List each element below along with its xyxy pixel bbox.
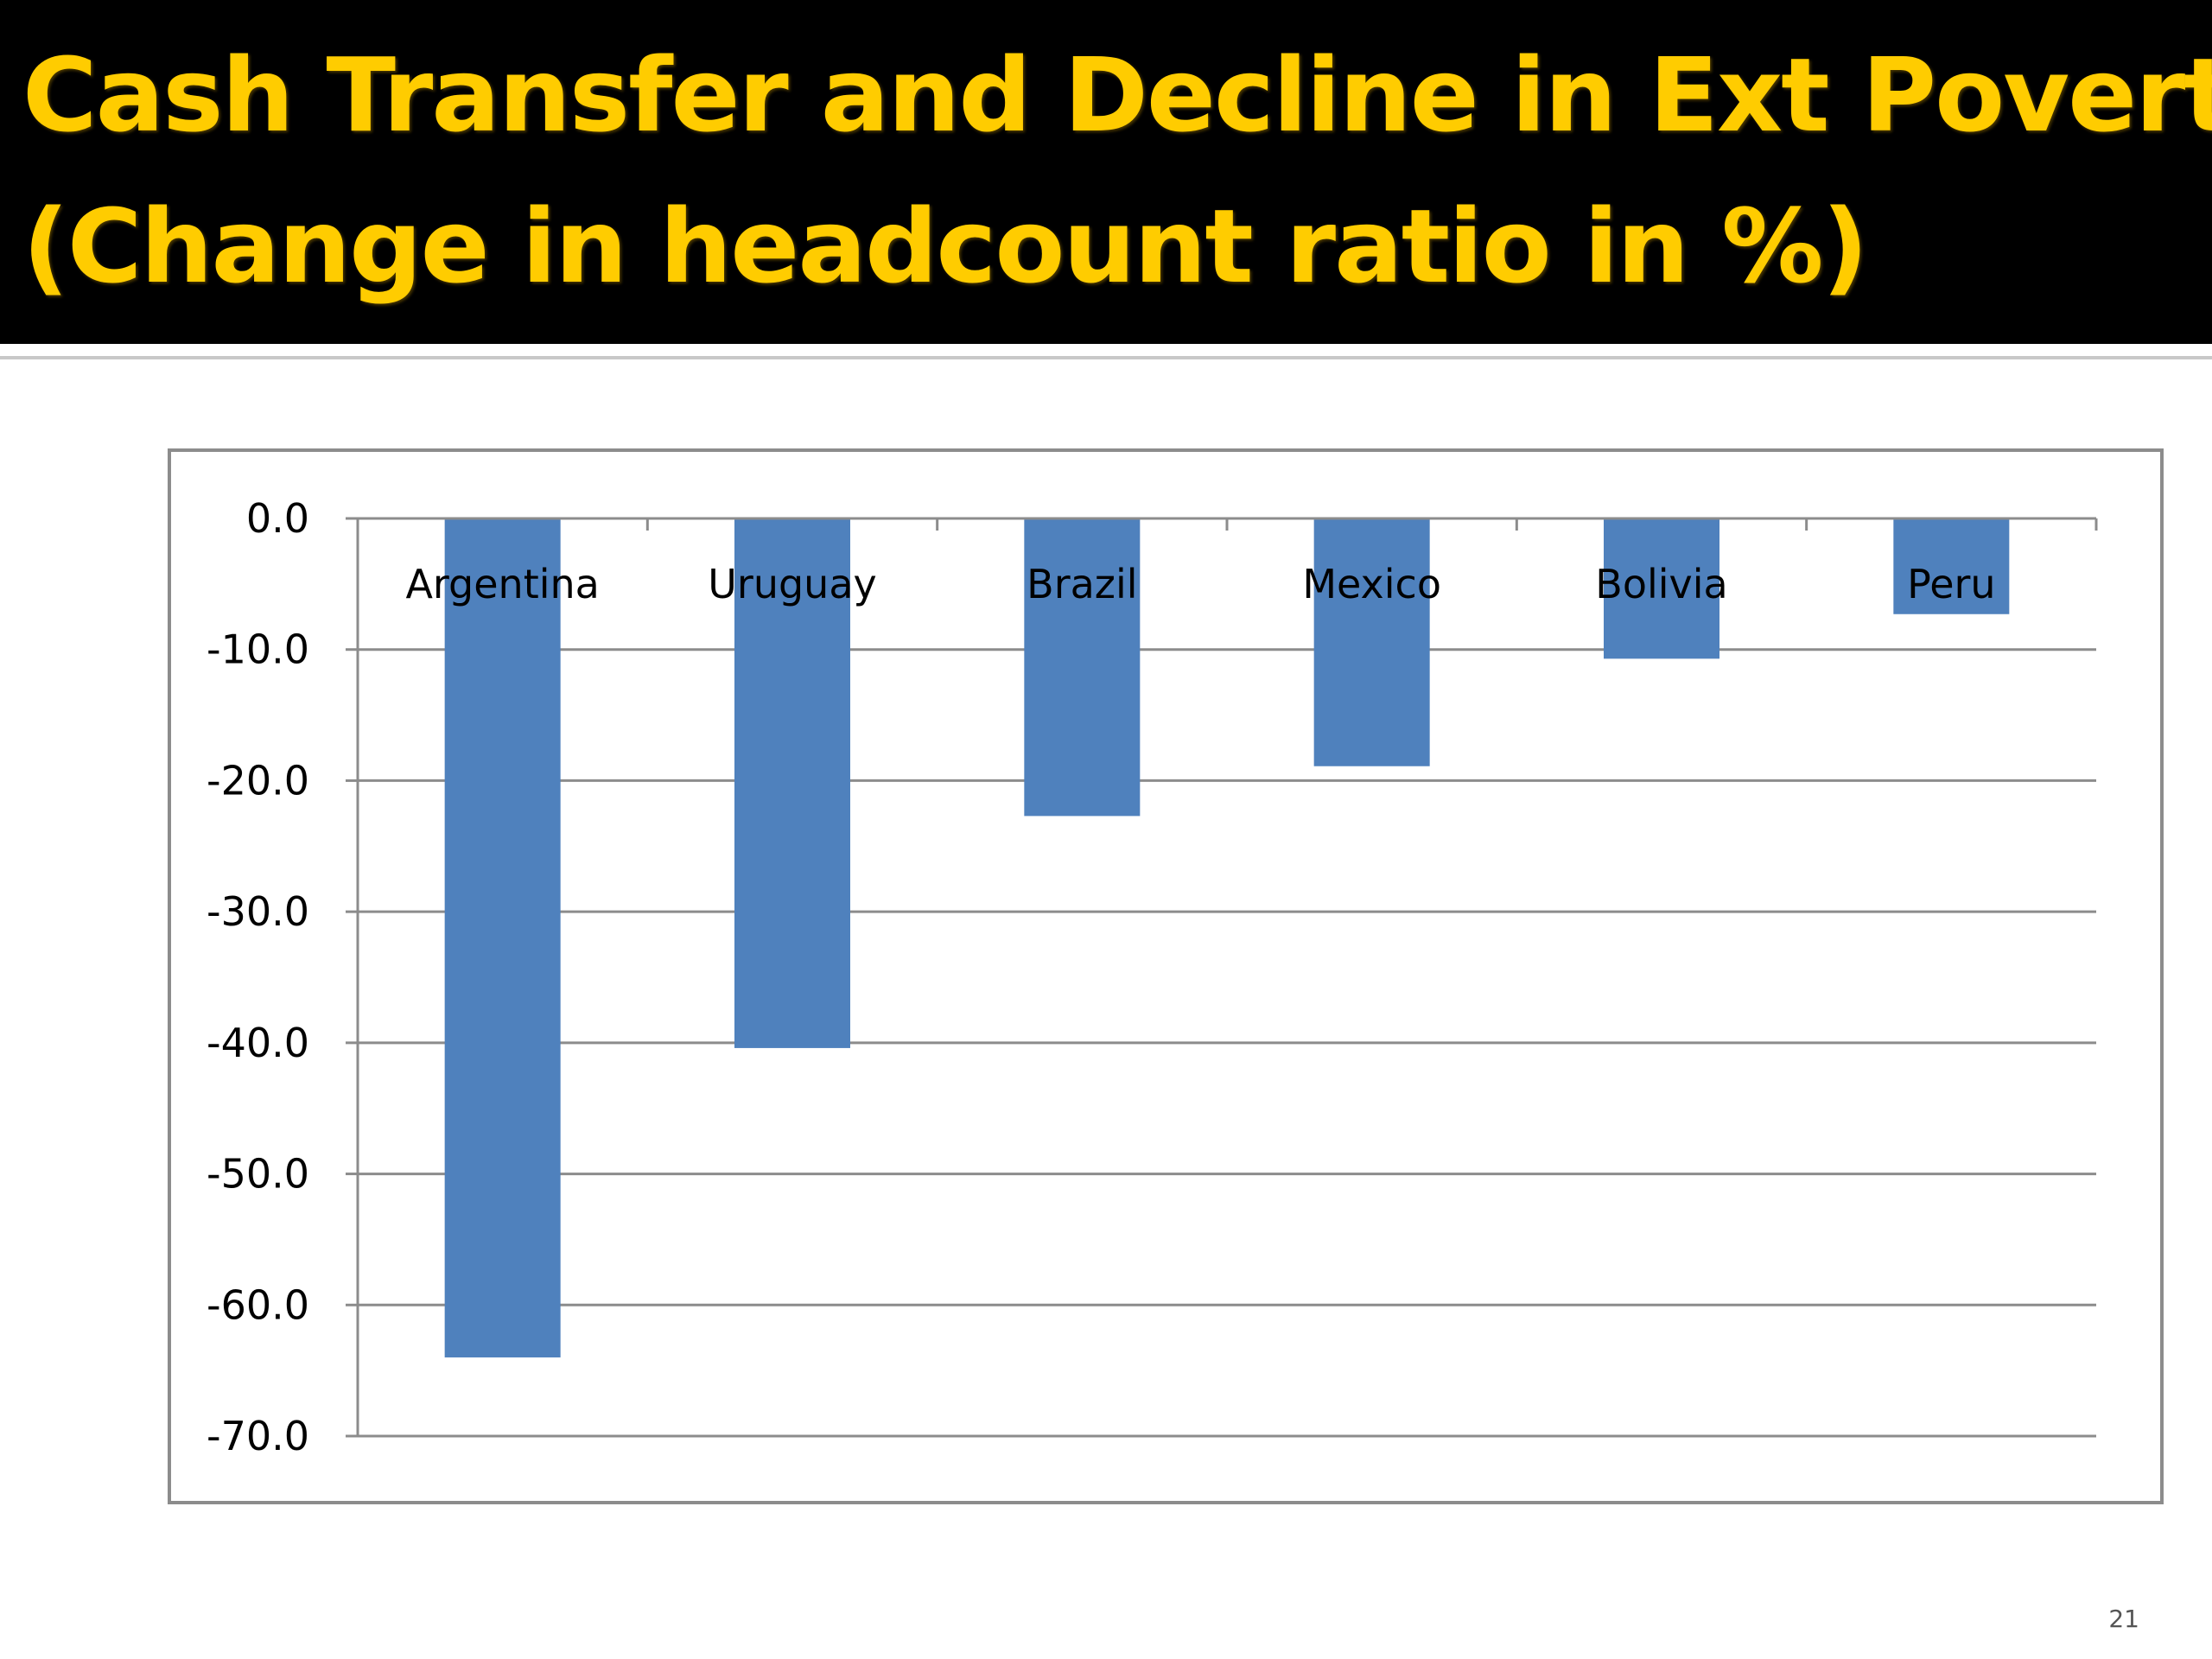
category-label: Bolivia: [1595, 561, 1727, 607]
y-tick-label: -60.0: [207, 1281, 309, 1328]
y-tick-label: -70.0: [207, 1413, 309, 1459]
slide-title-line-1: Cash Transfer and Decline in Ext Poverty: [22, 35, 2212, 155]
title-divider: [0, 344, 2212, 353]
slide-title-line-2: (Change in headcount ratio in %): [22, 187, 1868, 306]
bar-brazil: [1024, 518, 1141, 817]
grid-lines: [358, 648, 2096, 1438]
bars: [444, 518, 2010, 1357]
y-tick-labels: 0.0 -10.0 -20.0 -30.0 -40.0 -50.0 -60.0 -70.0: [207, 495, 309, 1459]
y-tick-label: 0.0: [246, 495, 309, 542]
bar-bolivia: [1604, 518, 1719, 659]
y-tick-label: -20.0: [207, 757, 309, 804]
y-tick-label: -50.0: [207, 1151, 309, 1198]
title-divider-line: [0, 356, 2212, 359]
category-label: Brazil: [1027, 561, 1137, 607]
category-label: Argentina: [405, 561, 599, 607]
bar-uruguay: [734, 518, 850, 1048]
category-label: Uruguay: [708, 561, 877, 607]
y-tick-label: -30.0: [207, 888, 309, 935]
y-tick-label: -40.0: [207, 1020, 309, 1066]
category-label: Peru: [1907, 561, 1995, 607]
category-labels: Argentina Uruguay Brazil Mexico Bolivia Peru: [405, 561, 1995, 607]
bar-mexico: [1313, 518, 1430, 766]
bar-peru: [1893, 518, 2010, 614]
y-tick-label: -10.0: [207, 626, 309, 673]
title-bar: Cash Transfer and Decline in Ext Poverty…: [0, 0, 2212, 344]
bar-argentina: [444, 518, 561, 1357]
axes: [346, 517, 2098, 1438]
slide-number: 21: [2108, 1605, 2139, 1633]
category-label: Mexico: [1302, 561, 1441, 607]
